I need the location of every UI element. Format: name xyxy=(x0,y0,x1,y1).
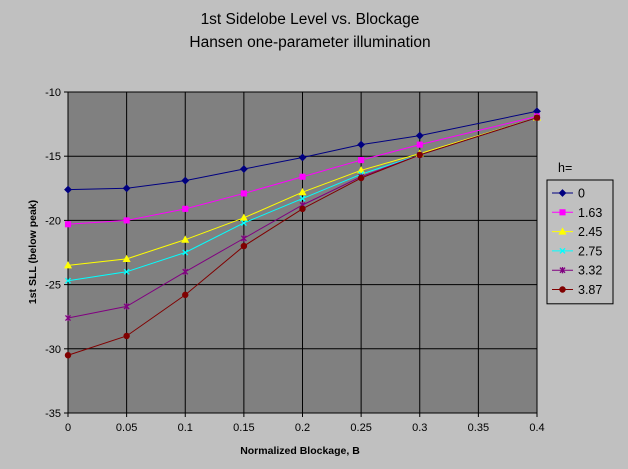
series-lines xyxy=(67,110,538,356)
data-point-0 xyxy=(415,131,424,140)
x-tick-label: 0.05 xyxy=(116,422,137,434)
data-point-1.63 xyxy=(299,173,306,180)
data-point-0 xyxy=(357,140,366,149)
chart-subtitle: Hansen one-parameter illumination xyxy=(189,34,430,51)
x-tick-label: 0.3 xyxy=(412,422,427,434)
legend-label: 3.32 xyxy=(578,264,602,278)
data-point-3.87 xyxy=(416,151,423,159)
data-point-3.87 xyxy=(533,114,541,121)
x-tick-label: 0.2 xyxy=(295,422,310,434)
y-axis: -10 -15 -20 -25 -30 -35 xyxy=(45,87,68,420)
legend-box xyxy=(546,179,614,305)
data-point-2.45 xyxy=(298,187,307,196)
series-line-1.63 xyxy=(67,115,538,225)
data-point-0 xyxy=(64,185,72,194)
data-point-0 xyxy=(181,176,190,185)
legend: 0 1.63 2.45 2.75 3.32 3.87 xyxy=(546,179,614,305)
legend-marker-3.87 xyxy=(559,286,566,293)
legend-label: 2.45 xyxy=(578,225,602,239)
data-point-1.63 xyxy=(182,205,189,212)
y-tick-label: -20 xyxy=(45,215,61,227)
x-tick-label: 0.4 xyxy=(529,422,544,434)
data-point-2.75 xyxy=(64,277,72,284)
x-tick-label: 0.1 xyxy=(178,422,193,434)
data-point-2.75 xyxy=(182,249,189,256)
data-point-2.75 xyxy=(240,219,247,226)
data-point-3.87 xyxy=(357,174,365,182)
x-tick-label: 0.15 xyxy=(233,422,254,434)
y-tick-label: -15 xyxy=(45,151,61,163)
data-point-3.32 xyxy=(182,268,189,275)
data-point-1.63 xyxy=(240,190,247,197)
y-tick-label: -25 xyxy=(45,280,61,292)
x-tick-label: 0.25 xyxy=(350,422,371,434)
data-point-3.87 xyxy=(240,242,248,250)
legend-title: h= xyxy=(558,161,572,175)
y-tick-label: -35 xyxy=(45,408,61,420)
data-point-2.45 xyxy=(357,166,366,174)
chart-title: 1st Sidelobe Level vs. Blockage xyxy=(201,11,420,28)
series-line-0 xyxy=(67,110,538,191)
legend-label: 2.75 xyxy=(578,244,602,258)
data-point-3.32 xyxy=(123,303,130,310)
data-point-1.63 xyxy=(64,221,72,228)
data-point-1.63 xyxy=(416,141,423,148)
data-point-1.63 xyxy=(358,156,365,164)
legend-marker-1.63 xyxy=(559,209,566,216)
y-tick-label: -10 xyxy=(45,87,61,99)
series-markers xyxy=(63,107,542,359)
legend-marker-0 xyxy=(558,189,567,197)
legend-label: 0 xyxy=(578,187,585,201)
x-tick-label: 0 xyxy=(65,422,71,434)
data-point-0 xyxy=(122,184,131,193)
data-point-2.45 xyxy=(181,235,190,243)
data-point-2.45 xyxy=(239,213,248,221)
data-point-3.87 xyxy=(299,205,306,213)
data-point-1.63 xyxy=(123,217,130,224)
data-point-3.87 xyxy=(64,352,72,359)
legend-marker-2.75 xyxy=(559,247,566,254)
legend-label: 3.87 xyxy=(578,283,602,297)
series-line-3.87 xyxy=(67,117,538,356)
data-point-0 xyxy=(298,153,307,162)
data-point-2.45 xyxy=(122,254,131,262)
x-axis: 0 0.05 0.1 0.15 0.2 0.25 0.3 0.35 0.4 xyxy=(65,413,545,434)
data-point-2.45 xyxy=(63,261,73,269)
series-line-2.45 xyxy=(67,117,538,266)
y-tick-label: -30 xyxy=(45,344,61,356)
legend-marker-3.32 xyxy=(559,267,566,274)
data-point-2.75 xyxy=(123,268,130,275)
y-axis-label: 1st SLL (below peak) xyxy=(27,200,39,304)
data-point-3.32 xyxy=(240,235,247,242)
legend-marker-2.45 xyxy=(558,227,567,235)
data-point-2.75 xyxy=(299,195,306,202)
data-point-3.87 xyxy=(123,332,130,340)
x-axis-label: Normalized Blockage, B xyxy=(240,445,360,457)
data-point-0 xyxy=(239,165,248,173)
data-point-3.32 xyxy=(64,314,72,322)
legend-label: 1.63 xyxy=(578,206,602,220)
data-point-3.87 xyxy=(182,291,189,299)
x-tick-label: 0.35 xyxy=(468,422,489,434)
